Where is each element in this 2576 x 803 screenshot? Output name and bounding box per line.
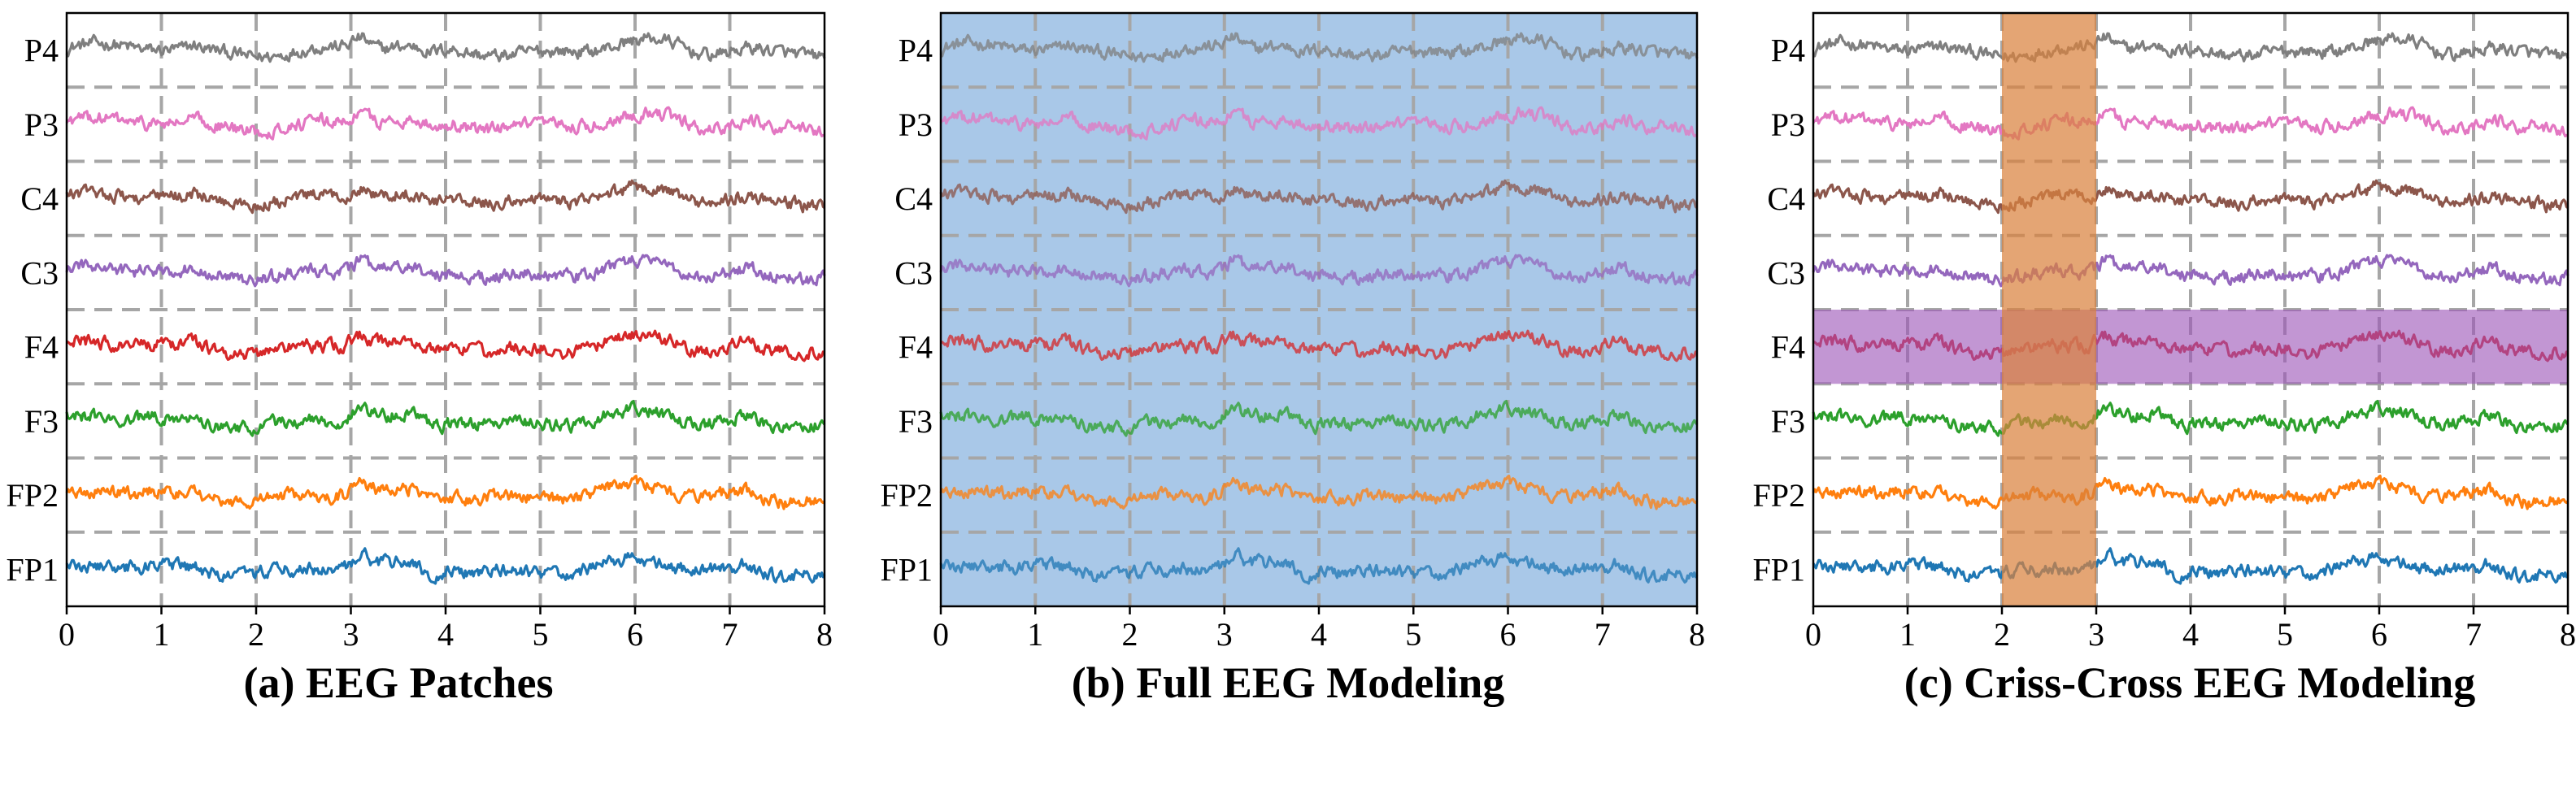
channel-label-fp2: FP2 — [881, 477, 933, 514]
channel-label-c4: C4 — [20, 180, 59, 217]
x-tick-label: 1 — [1899, 616, 1916, 653]
trace-p3 — [939, 106, 1698, 141]
trace-c4 — [1812, 179, 2569, 215]
x-tick-label: 7 — [722, 616, 738, 653]
x-tick-label: 3 — [343, 616, 359, 653]
x-tick-label: 5 — [1405, 616, 1421, 653]
x-tick-label: 8 — [2560, 616, 2576, 653]
x-tick-label: 2 — [1122, 616, 1138, 653]
x-tick-label: 0 — [59, 616, 75, 653]
x-tick-label: 6 — [2371, 616, 2387, 653]
trace-fp1 — [939, 547, 1699, 585]
trace-f3 — [65, 400, 826, 437]
channel-label-fp1: FP1 — [881, 551, 933, 588]
trace-p4 — [1812, 32, 2569, 63]
channel-label-f3: F3 — [1771, 403, 1805, 440]
channel-label-c3: C3 — [20, 254, 59, 291]
trace-fp2 — [939, 475, 1699, 510]
channel-label-p3: P3 — [24, 106, 59, 143]
trace-f3 — [939, 400, 1699, 437]
channel-label-f4: F4 — [899, 329, 933, 366]
channel-label-f3: F3 — [899, 403, 933, 440]
trace-f4 — [66, 329, 826, 362]
channel-label-fp1: FP1 — [7, 551, 59, 588]
trace-c3 — [65, 254, 826, 288]
x-tick-label: 5 — [2277, 616, 2293, 653]
channel-label-fp2: FP2 — [1753, 477, 1806, 514]
channel-label-p4: P4 — [899, 33, 933, 69]
x-tick-label: 5 — [533, 616, 549, 653]
x-tick-label: 4 — [2182, 616, 2199, 653]
channel-label-f4: F4 — [24, 329, 59, 366]
trace-f3 — [1812, 400, 2569, 437]
channel-label-c3: C3 — [894, 254, 933, 291]
x-tick-label: 8 — [1689, 616, 1705, 653]
x-tick-label: 8 — [816, 616, 833, 653]
panel-title: (a) EEG Patches — [244, 658, 554, 707]
panel-title: (b) Full EEG Modeling — [1072, 658, 1505, 707]
trace-p3 — [1812, 106, 2569, 141]
column-highlight — [2002, 13, 2096, 606]
trace-fp1 — [65, 547, 826, 585]
channel-label-p3: P3 — [899, 106, 933, 143]
channel-label-c4: C4 — [1767, 180, 1805, 217]
x-tick-label: 7 — [2465, 616, 2482, 653]
x-tick-label: 1 — [1027, 616, 1043, 653]
channel-label-fp2: FP2 — [7, 477, 59, 514]
channel-label-fp1: FP1 — [1753, 551, 1806, 588]
trace-fp2 — [65, 475, 826, 510]
channel-label-p4: P4 — [1771, 33, 1805, 69]
channel-label-f3: F3 — [24, 403, 59, 440]
trace-c4 — [939, 179, 1699, 215]
trace-fp1 — [1812, 547, 2569, 585]
panel-title: (c) Criss-Cross EEG Modeling — [1904, 658, 2475, 707]
channel-label-f4: F4 — [1771, 329, 1805, 366]
trace-c3 — [939, 254, 1699, 288]
x-tick-label: 4 — [437, 616, 454, 653]
x-tick-label: 6 — [627, 616, 643, 653]
x-tick-label: 7 — [1595, 616, 1611, 653]
trace-p4 — [65, 32, 826, 63]
x-tick-label: 0 — [933, 616, 949, 653]
trace-fp2 — [1812, 475, 2569, 510]
channel-label-p3: P3 — [1771, 106, 1805, 143]
panel-criss-cross-eeg-modeling: P4 P3 C4 C3 F4 F3 FP2 FP1 0 1 2 3 4 5 6 7 8 (c) Criss-Cro… — [1753, 11, 2576, 707]
channel-label-p4: P4 — [24, 33, 59, 69]
channel-label-c3: C3 — [1767, 254, 1805, 291]
trace-p3 — [65, 106, 825, 141]
trace-p4 — [939, 32, 1699, 63]
x-tick-label: 2 — [248, 616, 264, 653]
row-highlight — [1813, 310, 2568, 384]
x-tick-label: 0 — [1805, 616, 1821, 653]
x-tick-label: 6 — [1500, 616, 1516, 653]
x-tick-label: 2 — [1994, 616, 2010, 653]
trace-f4 — [940, 329, 1699, 362]
x-tick-label: 1 — [154, 616, 170, 653]
x-tick-label: 3 — [2088, 616, 2104, 653]
trace-c3 — [1812, 254, 2569, 288]
trace-c4 — [65, 179, 826, 215]
channel-label-c4: C4 — [894, 180, 933, 217]
x-tick-label: 3 — [1216, 616, 1233, 653]
x-tick-label: 4 — [1311, 616, 1327, 653]
